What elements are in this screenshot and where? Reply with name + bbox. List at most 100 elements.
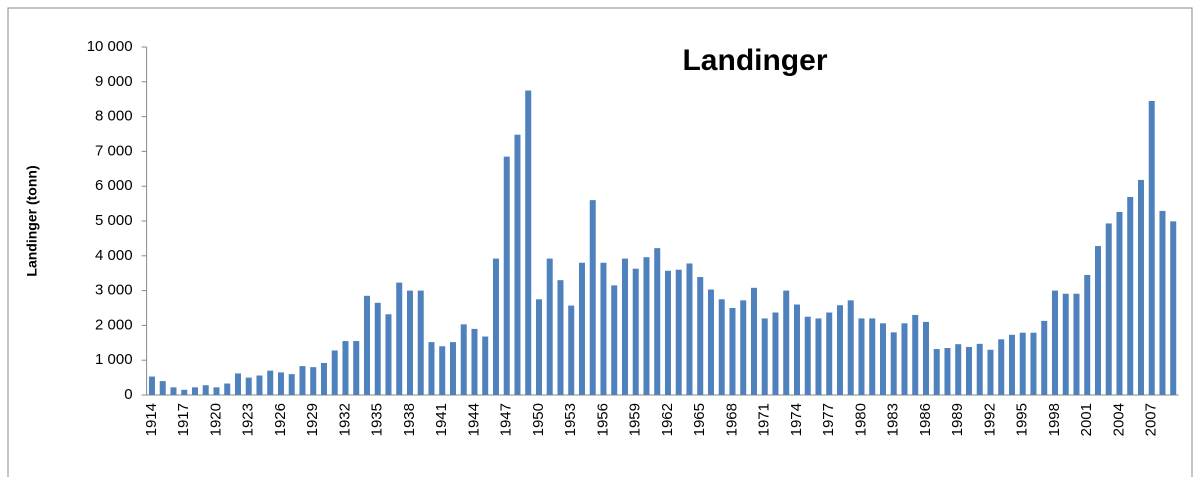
bar xyxy=(729,308,736,395)
x-tick-label: 1938 xyxy=(401,403,418,436)
bar xyxy=(686,263,693,395)
x-tick-label: 1992 xyxy=(981,403,998,436)
bar xyxy=(428,342,435,395)
bar xyxy=(922,321,929,395)
bar xyxy=(965,346,972,395)
x-tick-label: 1932 xyxy=(336,403,353,436)
bar xyxy=(621,258,628,395)
bar xyxy=(643,257,650,395)
bar xyxy=(170,387,177,395)
bar xyxy=(1148,100,1155,395)
bar xyxy=(912,314,919,395)
y-tick-label: 4 000 xyxy=(95,247,133,264)
y-tick-label: 0 xyxy=(124,386,132,403)
x-tick-label: 1914 xyxy=(143,403,160,436)
bar xyxy=(213,387,220,395)
y-tick-label: 2 000 xyxy=(95,316,133,333)
bar xyxy=(1084,274,1091,395)
bar xyxy=(750,287,757,395)
bar xyxy=(406,290,413,395)
chart-border xyxy=(7,7,1193,479)
bar xyxy=(514,134,521,396)
x-tick-label: 1977 xyxy=(820,403,837,436)
y-tick-label: 9 000 xyxy=(95,73,133,90)
bar xyxy=(1159,210,1166,395)
bar xyxy=(191,387,198,395)
bar xyxy=(310,367,317,395)
y-tick-label: 5 000 xyxy=(95,212,133,229)
bar xyxy=(944,348,951,395)
bar xyxy=(1019,332,1026,395)
x-tick-label: 1929 xyxy=(304,403,321,436)
bar xyxy=(363,295,370,395)
bar xyxy=(611,285,618,395)
bar xyxy=(245,377,252,395)
bar xyxy=(632,268,639,395)
bar xyxy=(869,318,876,395)
x-tick-label: 1959 xyxy=(627,403,644,436)
bar xyxy=(546,258,553,395)
bar xyxy=(374,302,381,395)
bar xyxy=(654,248,661,395)
x-tick-label: 1986 xyxy=(917,403,934,436)
bar xyxy=(482,336,489,395)
bar xyxy=(224,383,231,395)
bar xyxy=(449,342,456,395)
x-tick-label: 1971 xyxy=(756,403,773,436)
bar xyxy=(525,90,532,395)
bar xyxy=(342,341,349,395)
x-tick-label: 1941 xyxy=(433,403,450,436)
x-tick-label: 1956 xyxy=(594,403,611,436)
bar xyxy=(159,381,166,395)
x-tick-label: 1950 xyxy=(530,403,547,436)
bar xyxy=(1105,223,1112,395)
x-tick-label: 1944 xyxy=(465,403,482,436)
bar xyxy=(396,282,403,395)
bar xyxy=(976,343,983,395)
bar xyxy=(815,318,822,395)
bar xyxy=(697,277,704,395)
bar xyxy=(664,270,671,395)
bar xyxy=(320,362,327,395)
bar xyxy=(890,332,897,395)
bar xyxy=(1041,320,1048,395)
bar xyxy=(181,389,188,395)
bar xyxy=(987,349,994,395)
bar xyxy=(718,299,725,395)
bar xyxy=(1030,332,1037,395)
x-tick-label: 1923 xyxy=(240,403,257,436)
y-tick-label: 10 000 xyxy=(87,38,133,55)
bar xyxy=(847,300,854,395)
x-tick-label: 1920 xyxy=(207,403,224,436)
bar xyxy=(471,328,478,395)
bar xyxy=(879,323,886,395)
bar xyxy=(299,366,306,395)
x-tick-label: 1995 xyxy=(1014,403,1031,436)
x-tick-label: 1989 xyxy=(949,403,966,436)
bar xyxy=(804,316,811,395)
bar xyxy=(353,341,360,395)
bar xyxy=(589,200,596,395)
bar xyxy=(1094,246,1101,395)
bar xyxy=(568,305,575,395)
bar xyxy=(675,269,682,395)
x-tick-label: 1935 xyxy=(369,403,386,436)
x-tick-label: 1962 xyxy=(659,403,676,436)
y-axis-label: Landinger (tonn) xyxy=(24,165,40,276)
bar xyxy=(1137,179,1144,395)
bar xyxy=(600,262,607,395)
bar xyxy=(277,372,284,395)
y-tick-label: 1 000 xyxy=(95,351,133,368)
y-tick-label: 7 000 xyxy=(95,142,133,159)
bar xyxy=(417,290,424,395)
bar xyxy=(385,314,392,395)
bar xyxy=(234,373,241,395)
x-tick-label: 1980 xyxy=(852,403,869,436)
chart-title: Landinger xyxy=(682,44,827,77)
x-tick-label: 1917 xyxy=(175,403,192,436)
x-tick-label: 1998 xyxy=(1046,403,1063,436)
bar xyxy=(1008,334,1015,395)
bar xyxy=(267,370,274,395)
y-tick-label: 3 000 xyxy=(95,282,133,299)
